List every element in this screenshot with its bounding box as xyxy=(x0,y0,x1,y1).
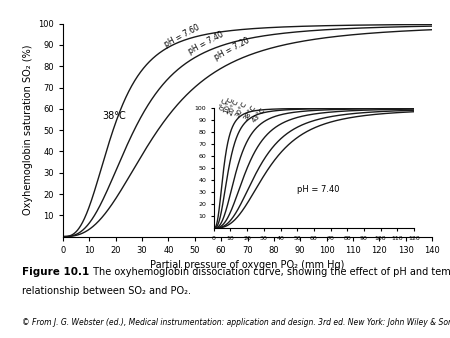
Text: The oxyhemoglobin dissociation curve, showing the effect of pH and temperature o: The oxyhemoglobin dissociation curve, sh… xyxy=(90,267,450,277)
Text: 0°C: 0°C xyxy=(219,98,229,112)
Y-axis label: Oxyhemoglobin saturation SO₂ (%): Oxyhemoglobin saturation SO₂ (%) xyxy=(22,45,33,215)
Text: 38°C: 38°C xyxy=(103,112,126,121)
Text: pH = 7.40: pH = 7.40 xyxy=(187,29,225,55)
X-axis label: Partial pressure of oxygen PO₂ (mm Hg): Partial pressure of oxygen PO₂ (mm Hg) xyxy=(150,260,345,270)
Text: 43°C: 43°C xyxy=(251,107,266,124)
Text: 20°C: 20°C xyxy=(227,98,240,117)
Text: 30°C: 30°C xyxy=(234,101,248,119)
Text: pH = 7.20: pH = 7.20 xyxy=(213,36,252,62)
Text: Figure 10.1: Figure 10.1 xyxy=(22,267,90,277)
Text: © From J. G. Webster (ed.), Medical instrumentation: application and design. 3rd: © From J. G. Webster (ed.), Medical inst… xyxy=(22,318,450,327)
Text: pH = 7.40: pH = 7.40 xyxy=(297,185,340,194)
Text: pH = 7.60: pH = 7.60 xyxy=(163,23,202,49)
Text: 10°C: 10°C xyxy=(222,96,234,114)
Text: relationship between SO₂ and PO₂.: relationship between SO₂ and PO₂. xyxy=(22,286,192,296)
Text: 38°C: 38°C xyxy=(242,104,257,121)
